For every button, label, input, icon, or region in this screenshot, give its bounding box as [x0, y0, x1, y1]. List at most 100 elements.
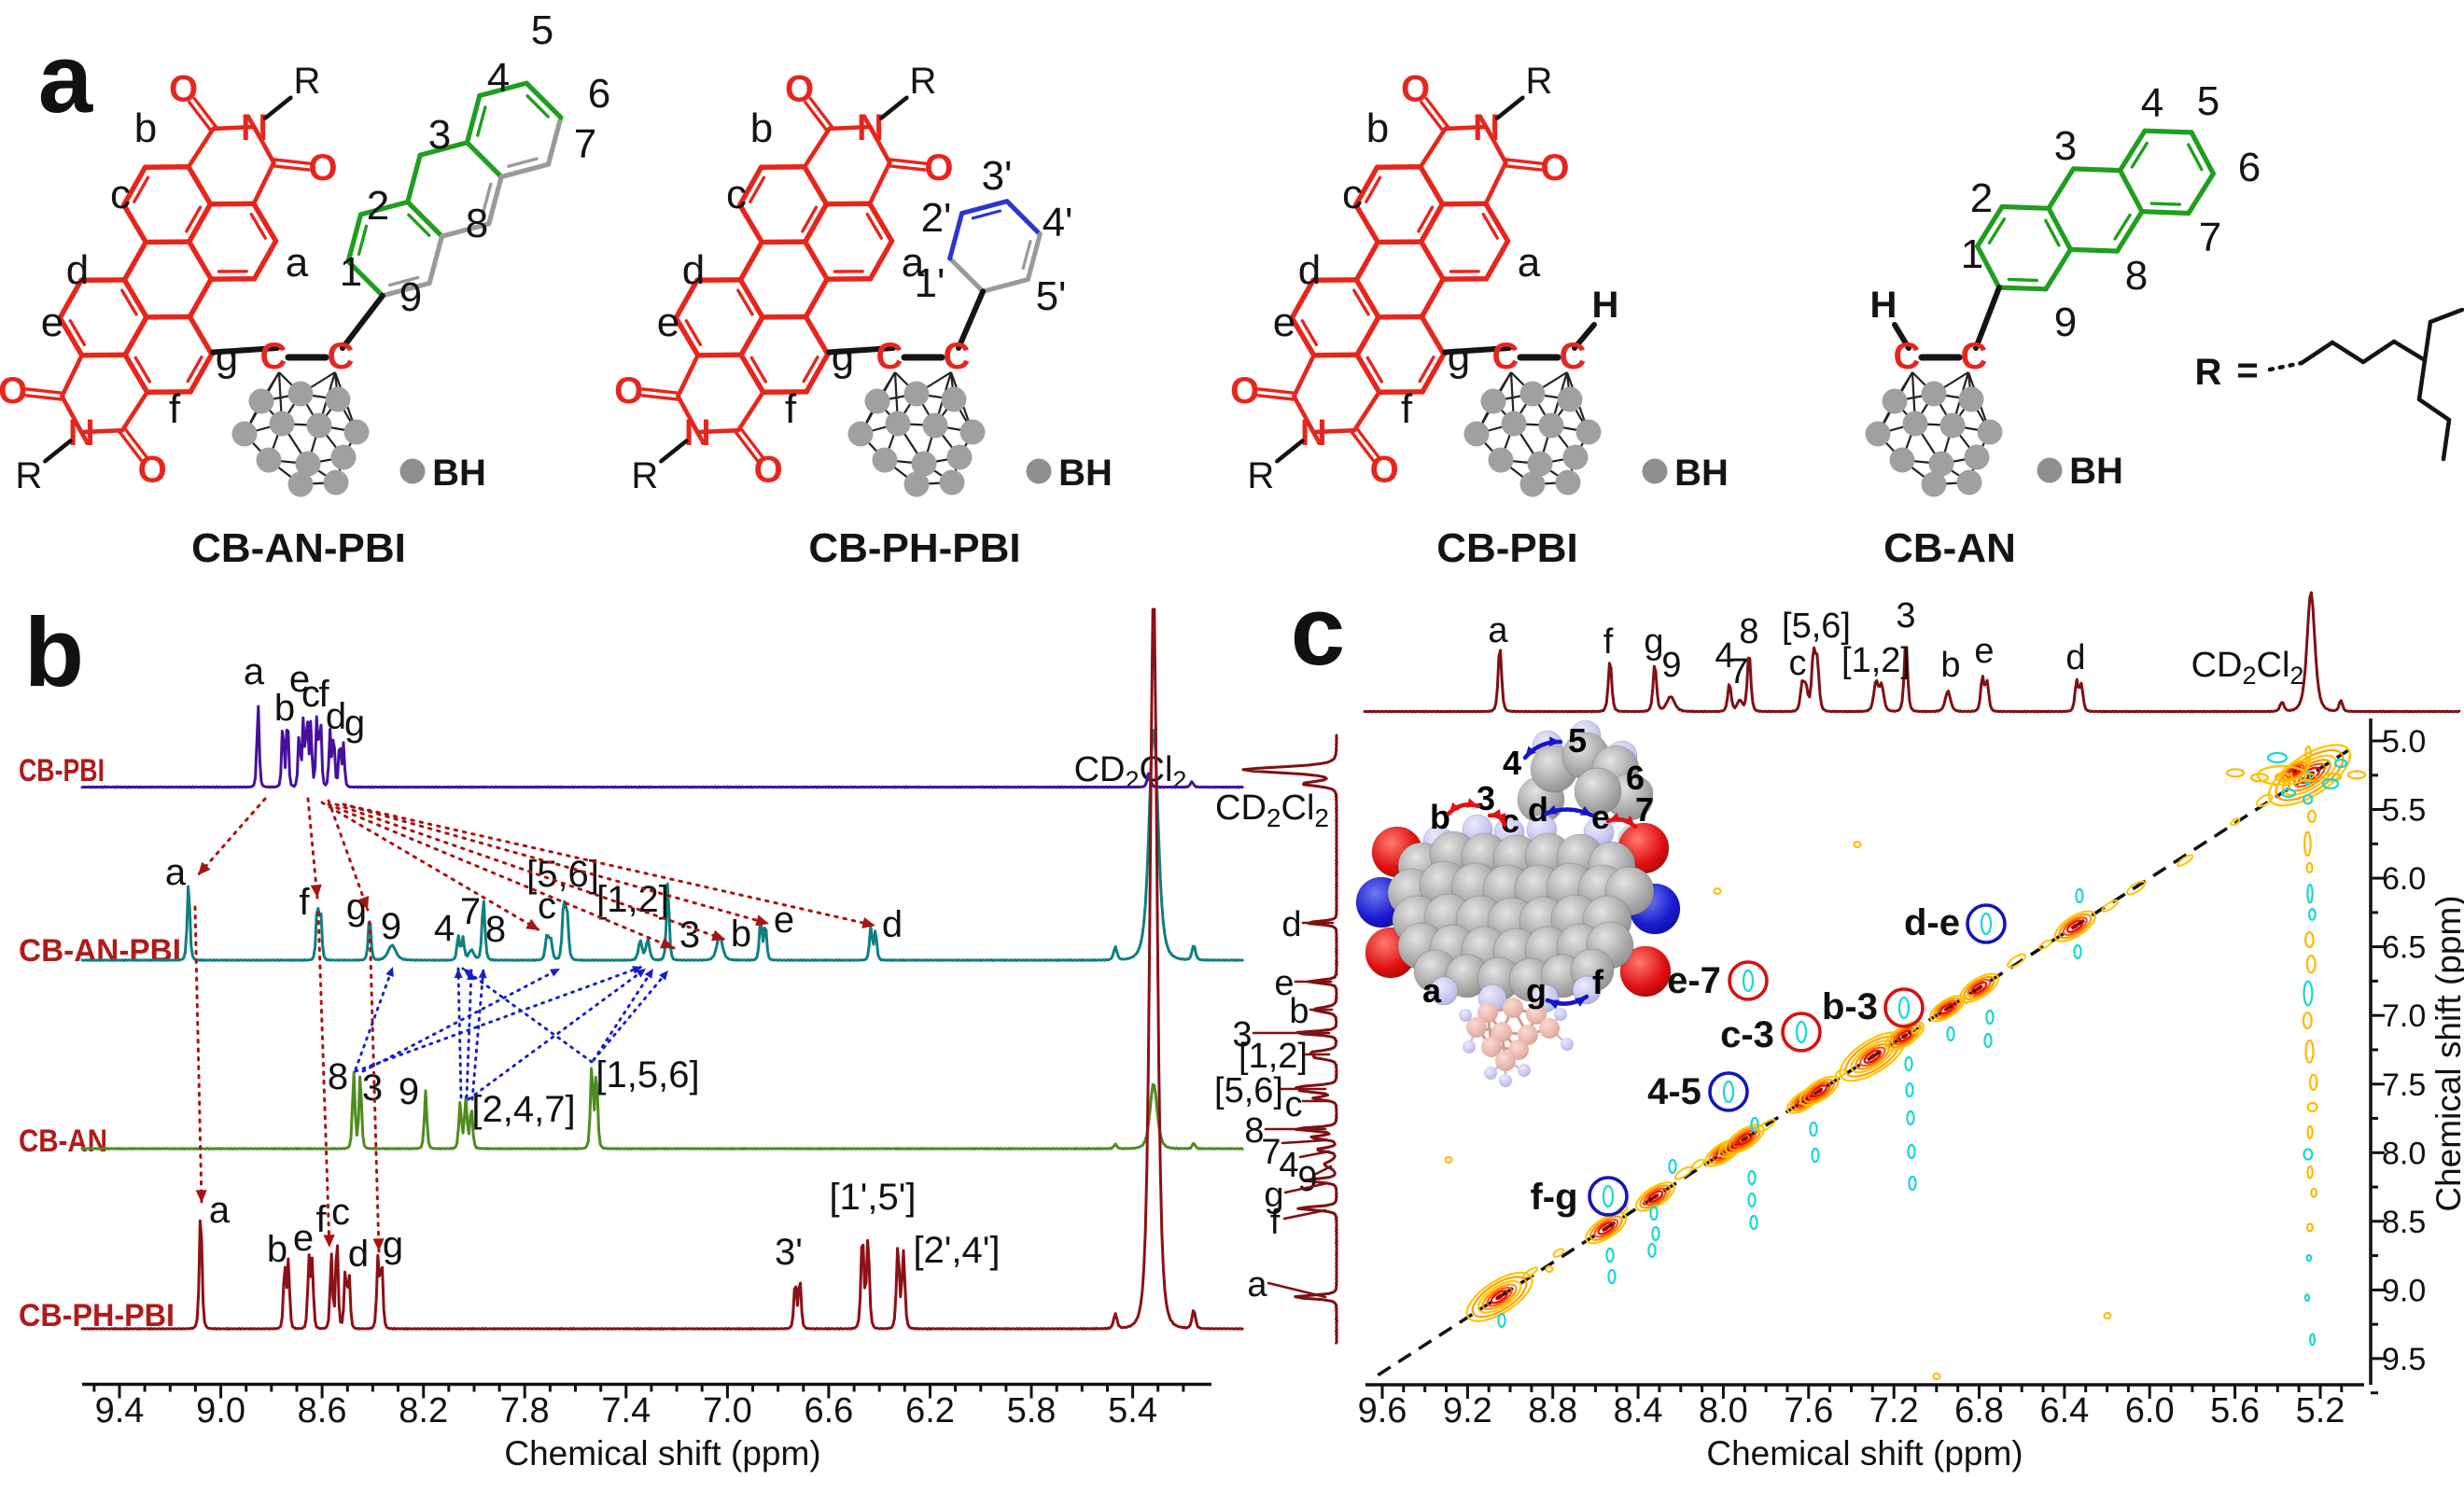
- svg-text:b-3: b-3: [1822, 986, 1878, 1027]
- svg-text:9.4: 9.4: [95, 1391, 145, 1430]
- svg-text:R: R: [909, 61, 936, 102]
- svg-text:f: f: [318, 674, 329, 715]
- svg-text:c: c: [1285, 1085, 1303, 1124]
- svg-text:9.6: 9.6: [1358, 1391, 1407, 1430]
- svg-text:[1,2]: [1,2]: [1239, 1037, 1308, 1076]
- svg-text:b: b: [1430, 798, 1450, 836]
- svg-text:R: R: [1525, 61, 1552, 102]
- svg-text:7: 7: [1729, 652, 1748, 691]
- svg-text:f: f: [299, 882, 310, 923]
- svg-text:7.2: 7.2: [1869, 1391, 1919, 1430]
- svg-text:5.8: 5.8: [1007, 1391, 1057, 1430]
- svg-text:O: O: [1401, 69, 1430, 110]
- svg-text:7.6: 7.6: [1784, 1391, 1833, 1430]
- svg-text:e: e: [1273, 300, 1295, 345]
- svg-text:3: 3: [679, 914, 700, 956]
- svg-text:4: 4: [1503, 744, 1521, 782]
- svg-text:5.6: 5.6: [2210, 1391, 2260, 1430]
- svg-text:CD2Cl2: CD2Cl2: [2191, 646, 2304, 690]
- svg-text:1: 1: [1961, 231, 1983, 277]
- svg-text:4: 4: [1715, 636, 1734, 676]
- svg-text:4: 4: [434, 908, 455, 949]
- svg-text:9.0: 9.0: [2382, 1273, 2426, 1308]
- svg-text:c: c: [1789, 644, 1807, 683]
- svg-text:5': 5': [1036, 273, 1067, 319]
- svg-text:C: C: [1492, 336, 1519, 377]
- svg-text:9.0: 9.0: [196, 1391, 245, 1430]
- svg-text:c: c: [1501, 802, 1519, 840]
- svg-text:O: O: [614, 370, 643, 412]
- svg-text:e: e: [293, 1218, 314, 1259]
- svg-text:O: O: [0, 370, 27, 412]
- svg-text:b: b: [274, 688, 295, 729]
- svg-text:3: 3: [1896, 596, 1915, 635]
- svg-text:1: 1: [340, 249, 362, 295]
- svg-text:C: C: [944, 336, 971, 377]
- svg-text:BH: BH: [1674, 453, 1729, 494]
- svg-text:N: N: [1300, 412, 1327, 453]
- svg-text:[2,4,7]: [2,4,7]: [471, 1089, 575, 1130]
- svg-text:O: O: [169, 69, 198, 110]
- svg-text:8: 8: [485, 909, 506, 950]
- svg-text:e-7: e-7: [1667, 960, 1721, 1001]
- svg-text:N: N: [1473, 107, 1500, 148]
- svg-text:7: 7: [1635, 790, 1654, 829]
- svg-text:5.2: 5.2: [2296, 1391, 2345, 1430]
- svg-text:d: d: [1281, 905, 1301, 944]
- svg-text:BH: BH: [1058, 453, 1113, 494]
- svg-text:6.5: 6.5: [2382, 930, 2426, 966]
- svg-text:6.6: 6.6: [804, 1391, 853, 1430]
- svg-text:2': 2': [921, 195, 952, 241]
- svg-text:CB-PH-PBI: CB-PH-PBI: [808, 525, 1020, 571]
- svg-text:4: 4: [1279, 1146, 1298, 1185]
- svg-text:g: g: [344, 703, 365, 744]
- svg-text:C: C: [1894, 336, 1921, 377]
- svg-text:3: 3: [1477, 779, 1495, 817]
- svg-text:4-5: 4-5: [1647, 1071, 1701, 1112]
- svg-text:8.2: 8.2: [399, 1391, 448, 1430]
- svg-text:O: O: [138, 449, 167, 490]
- svg-text:8.6: 8.6: [298, 1391, 347, 1430]
- svg-text:9: 9: [2054, 300, 2077, 345]
- svg-text:c: c: [110, 172, 131, 217]
- svg-text:CB-AN: CB-AN: [19, 1123, 107, 1159]
- svg-text:a: a: [1488, 611, 1508, 650]
- svg-text:f: f: [315, 1199, 327, 1240]
- svg-text:f: f: [1592, 963, 1604, 1001]
- svg-text:7.5: 7.5: [2382, 1067, 2426, 1103]
- svg-text:b: b: [1366, 105, 1389, 151]
- svg-text:a: a: [165, 852, 187, 893]
- svg-text:b: b: [267, 1229, 287, 1270]
- svg-text:f: f: [785, 386, 797, 432]
- svg-text:6.8: 6.8: [1954, 1391, 2004, 1430]
- svg-text:b: b: [731, 914, 751, 955]
- svg-text:9.2: 9.2: [1443, 1391, 1492, 1430]
- svg-text:7: 7: [1261, 1133, 1281, 1172]
- svg-text:c: c: [1342, 172, 1363, 217]
- svg-text:9: 9: [1661, 646, 1681, 685]
- svg-text:9: 9: [1297, 1160, 1317, 1199]
- svg-text:d: d: [326, 696, 346, 737]
- svg-text:d: d: [1528, 790, 1548, 829]
- svg-text:O: O: [785, 69, 814, 110]
- svg-text:R: R: [1247, 455, 1274, 496]
- svg-text:e: e: [1274, 964, 1294, 1003]
- svg-text:g: g: [832, 334, 854, 380]
- svg-text:C: C: [1961, 336, 1988, 377]
- svg-text:b: b: [24, 598, 84, 707]
- svg-text:9.5: 9.5: [2382, 1342, 2426, 1377]
- svg-text:g: g: [383, 1224, 403, 1265]
- svg-text:c: c: [331, 1192, 350, 1233]
- svg-text:g: g: [1264, 1176, 1283, 1215]
- svg-text:CB-AN: CB-AN: [1883, 525, 2016, 571]
- svg-text:d: d: [66, 247, 89, 293]
- svg-text:d-e: d-e: [1904, 902, 1960, 943]
- svg-text:R: R: [293, 61, 320, 102]
- svg-text:4: 4: [487, 55, 510, 101]
- svg-text:2: 2: [367, 183, 389, 229]
- svg-text:c: c: [301, 674, 320, 715]
- svg-text:[5,6]: [5,6]: [1214, 1071, 1283, 1110]
- svg-text:BH: BH: [432, 453, 486, 494]
- svg-text:c-3: c-3: [1720, 1014, 1774, 1055]
- svg-text:Chemical shift (ppm): Chemical shift (ppm): [2429, 895, 2464, 1211]
